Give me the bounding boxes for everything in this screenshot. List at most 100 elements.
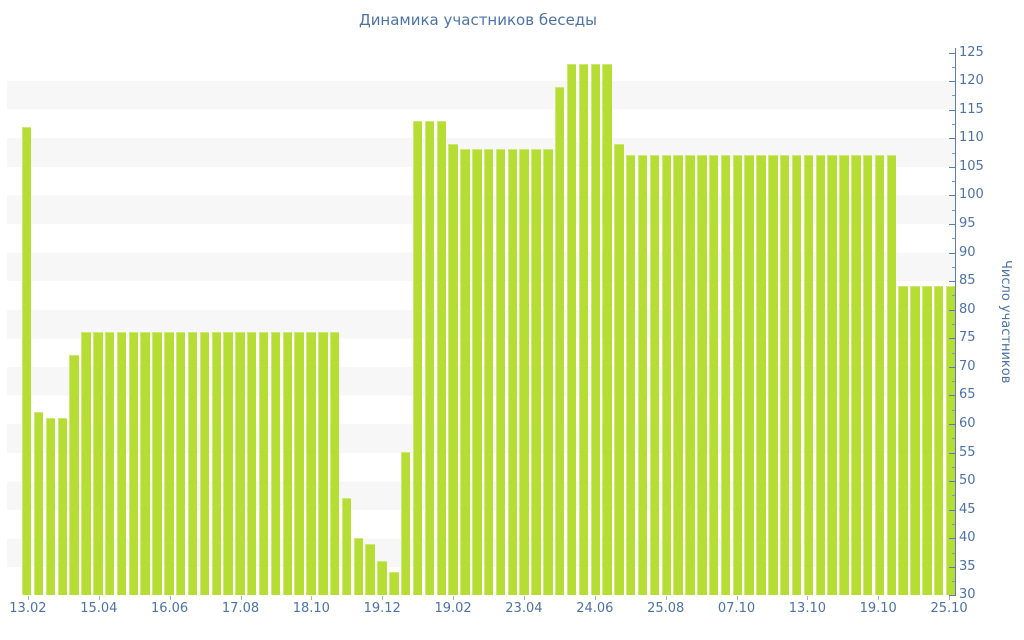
x-axis-tick xyxy=(523,596,525,600)
y-axis-major-tick xyxy=(949,538,955,540)
bar xyxy=(341,497,352,595)
bar xyxy=(685,155,695,595)
bar xyxy=(104,332,115,595)
bar xyxy=(116,332,127,595)
bar xyxy=(791,155,802,595)
bar xyxy=(756,155,766,595)
y-axis-major-tick xyxy=(949,281,955,283)
bar xyxy=(247,332,257,595)
bar xyxy=(460,149,470,595)
bar xyxy=(803,155,814,595)
bar xyxy=(531,149,541,595)
x-axis-label: 23.04 xyxy=(505,601,543,616)
y-axis-minor-tick xyxy=(952,409,955,411)
x-axis-tick xyxy=(169,596,171,600)
x-axis-label: 25.08 xyxy=(647,601,685,616)
bar xyxy=(353,537,364,595)
y-axis-minor-tick xyxy=(952,581,955,583)
bar xyxy=(614,143,624,595)
y-axis-major-tick xyxy=(949,309,955,311)
bar xyxy=(507,149,518,595)
bar xyxy=(389,572,399,595)
y-axis-label: 125 xyxy=(959,44,984,60)
bar xyxy=(744,155,754,595)
x-axis-label: 16.06 xyxy=(150,601,189,616)
y-axis-minor-tick xyxy=(952,295,955,297)
bar xyxy=(519,149,529,595)
y-axis-label: 55 xyxy=(959,444,976,460)
x-axis-tick xyxy=(27,596,29,600)
bar-series xyxy=(22,50,956,595)
bar xyxy=(258,332,269,595)
y-axis-major-tick xyxy=(949,395,955,397)
bar xyxy=(270,332,281,595)
y-axis-major-tick xyxy=(949,509,955,511)
y-axis-label: 110 xyxy=(959,130,984,146)
x-axis-tick xyxy=(949,596,951,600)
bar xyxy=(223,332,233,595)
x-axis-label: 18.10 xyxy=(292,601,330,616)
x-axis-label: 19.02 xyxy=(434,601,472,616)
y-axis-minor-tick xyxy=(952,466,955,468)
bar xyxy=(578,63,589,595)
y-axis-minor-tick xyxy=(952,152,955,154)
bar xyxy=(649,155,660,595)
x-axis-tick xyxy=(98,596,100,600)
y-axis-label: 85 xyxy=(959,273,976,289)
y-axis-label: 70 xyxy=(959,358,976,374)
bar xyxy=(862,155,873,595)
y-axis-label: 100 xyxy=(959,187,984,203)
y-axis-major-tick xyxy=(949,252,955,254)
bar xyxy=(780,155,790,595)
y-axis-minor-tick xyxy=(952,238,955,240)
y-axis-minor-tick xyxy=(952,209,955,211)
bar xyxy=(329,332,340,595)
y-axis-label: 90 xyxy=(959,244,976,260)
x-axis-label: 19.10 xyxy=(859,601,897,616)
y-axis-minor-tick xyxy=(952,524,955,525)
bar xyxy=(436,120,446,595)
bar xyxy=(377,560,387,595)
y-axis-major-tick xyxy=(949,52,955,54)
bar xyxy=(839,155,849,595)
y-axis-minor-tick xyxy=(952,352,955,354)
bar xyxy=(448,143,458,595)
y-axis-label: 35 xyxy=(959,558,976,574)
x-axis-tick xyxy=(665,596,667,600)
y-axis-label: 80 xyxy=(959,301,976,317)
y-axis-major-tick xyxy=(949,566,955,568)
bar xyxy=(306,332,316,595)
y-axis-minor-tick xyxy=(952,181,955,183)
y-axis-label: 45 xyxy=(959,501,976,517)
x-axis-label: 19.12 xyxy=(363,601,401,616)
x-axis-label: 15.04 xyxy=(80,601,118,616)
bar xyxy=(898,286,908,595)
bar xyxy=(708,155,719,595)
bar xyxy=(235,332,245,595)
bar xyxy=(45,417,56,595)
bar xyxy=(815,155,825,595)
x-axis-label: 13.02 xyxy=(9,601,47,616)
x-axis-tick xyxy=(382,596,384,600)
bar xyxy=(57,417,67,595)
y-axis-major-tick xyxy=(949,366,955,368)
bar xyxy=(590,63,600,595)
bar xyxy=(673,155,683,595)
x-axis-label: 07.10 xyxy=(717,601,756,616)
bar xyxy=(851,155,861,595)
y-axis-minor-tick xyxy=(952,124,955,125)
bar xyxy=(93,332,103,595)
bar xyxy=(768,155,778,595)
y-axis-label: 75 xyxy=(959,330,976,346)
y-axis-minor-tick xyxy=(952,438,955,440)
y-axis-major-tick xyxy=(949,224,955,225)
y-axis-minor-tick xyxy=(952,381,955,383)
y-axis-major-tick xyxy=(949,195,955,197)
y-axis-major-tick xyxy=(949,138,955,140)
x-axis-tick xyxy=(878,596,880,600)
bar xyxy=(424,120,435,595)
bar xyxy=(483,149,494,595)
bar xyxy=(282,332,293,595)
y-axis-minor-tick xyxy=(952,324,955,325)
